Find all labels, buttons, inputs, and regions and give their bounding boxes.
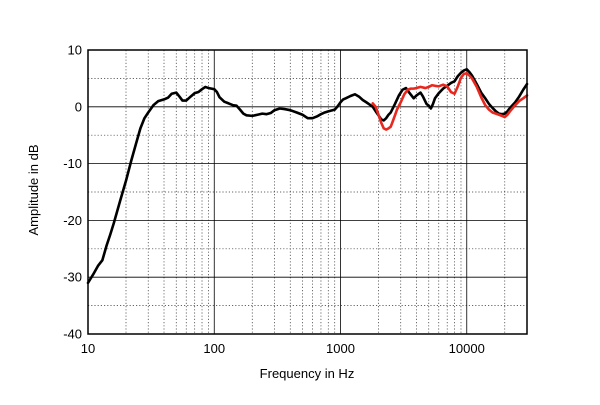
x-tick-label: 10 — [81, 341, 95, 356]
series-line-2 — [371, 71, 529, 131]
x-axis-label: Frequency in Hz — [260, 366, 355, 381]
x-tick-label: 10000 — [449, 341, 485, 356]
plot-frame — [87, 49, 528, 335]
y-tick-label: 10 — [68, 43, 82, 58]
plot-grid — [87, 49, 528, 335]
y-tick-label: 0 — [75, 99, 82, 114]
x-tick-label: 1000 — [326, 341, 355, 356]
series-layer — [86, 68, 529, 285]
y-tick-label: -20 — [63, 213, 82, 228]
y-axis-label: Amplitude in dB — [26, 144, 41, 235]
y-tick-label: -30 — [63, 270, 82, 285]
y-tick-labels: 10 0 -10 -20 -30 -40 — [63, 43, 82, 342]
x-tick-labels: 10 100 1000 10000 — [81, 341, 485, 356]
y-tick-label: -10 — [63, 156, 82, 171]
y-tick-label: -40 — [63, 327, 82, 342]
series-line-1 — [86, 68, 529, 285]
x-tick-label: 100 — [203, 341, 225, 356]
